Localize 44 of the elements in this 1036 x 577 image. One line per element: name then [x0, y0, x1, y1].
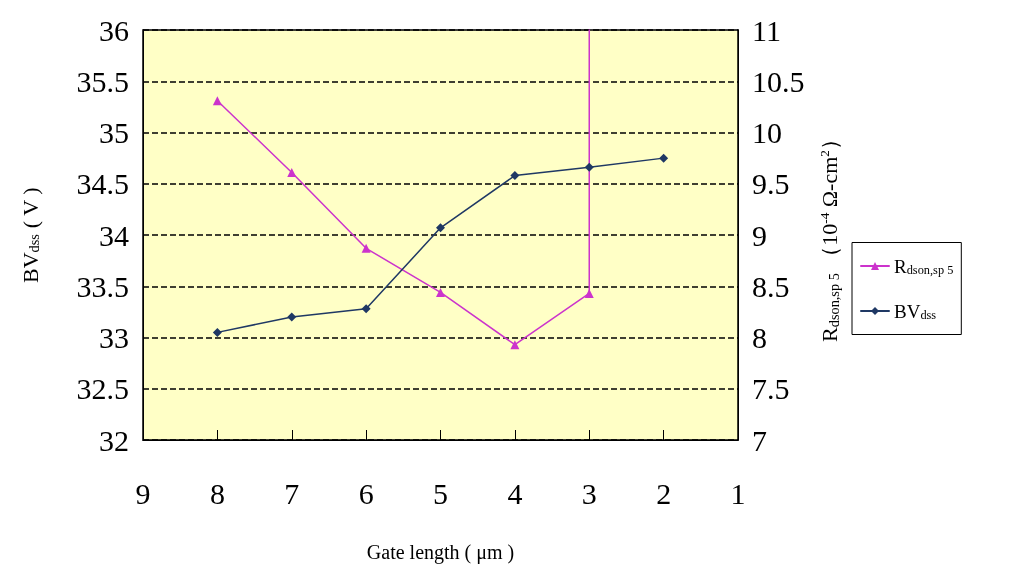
point [212, 96, 222, 106]
point [287, 167, 297, 177]
legend-label: Rdson,sp 5 [894, 255, 954, 277]
y-tick-label: 34.5 [76, 167, 129, 201]
point [287, 312, 297, 322]
y-tick-label: 32 [99, 423, 129, 457]
point [584, 288, 594, 298]
y-tick-label: 36 [99, 13, 129, 47]
y2-tick-label: 10.5 [752, 64, 805, 98]
y2-tick-label: 7.5 [752, 372, 790, 406]
y-tick-label: 33 [99, 321, 129, 354]
point [510, 171, 520, 181]
y2-tick-label: 7 [752, 423, 767, 457]
legend-label: BVdss [894, 300, 937, 322]
y2-tick-label: 10 [752, 116, 782, 149]
y-tick-label: 32.5 [76, 372, 129, 406]
x-tick-label: 2 [656, 476, 672, 510]
x-tick-label: 5 [433, 476, 448, 510]
y2-tick-label: 8 [752, 321, 767, 354]
y2-tick-label: 11 [752, 13, 781, 47]
y2-tick-label: 9.5 [752, 167, 790, 201]
point [212, 327, 222, 337]
y-tick-label: 35.5 [76, 64, 129, 98]
point [436, 223, 445, 233]
point [361, 304, 371, 314]
x-axis-title: Gate length ( μm ) [366, 541, 515, 564]
point [659, 153, 669, 163]
x-tick-label: 8 [209, 476, 225, 510]
x-tick-label: 6 [358, 476, 374, 510]
x-tick-label: 3 [581, 476, 597, 510]
y-axis-title: BVdss ( V ) [17, 187, 43, 283]
point [584, 162, 594, 172]
x-tick-label: 7 [284, 476, 300, 510]
point [510, 340, 520, 350]
x-tick-label: 4 [507, 476, 523, 510]
x-tick-label: 1 [730, 476, 746, 510]
y2-tick-label: 9 [752, 218, 767, 252]
point [361, 243, 371, 253]
y2-tick-label: 8.5 [752, 269, 790, 303]
y-tick-label: 35 [99, 116, 129, 149]
y-tick-label: 33.5 [76, 269, 129, 303]
x-tick-label: 9 [135, 476, 151, 510]
y-tick-label: 34 [99, 218, 129, 252]
point [436, 287, 445, 297]
